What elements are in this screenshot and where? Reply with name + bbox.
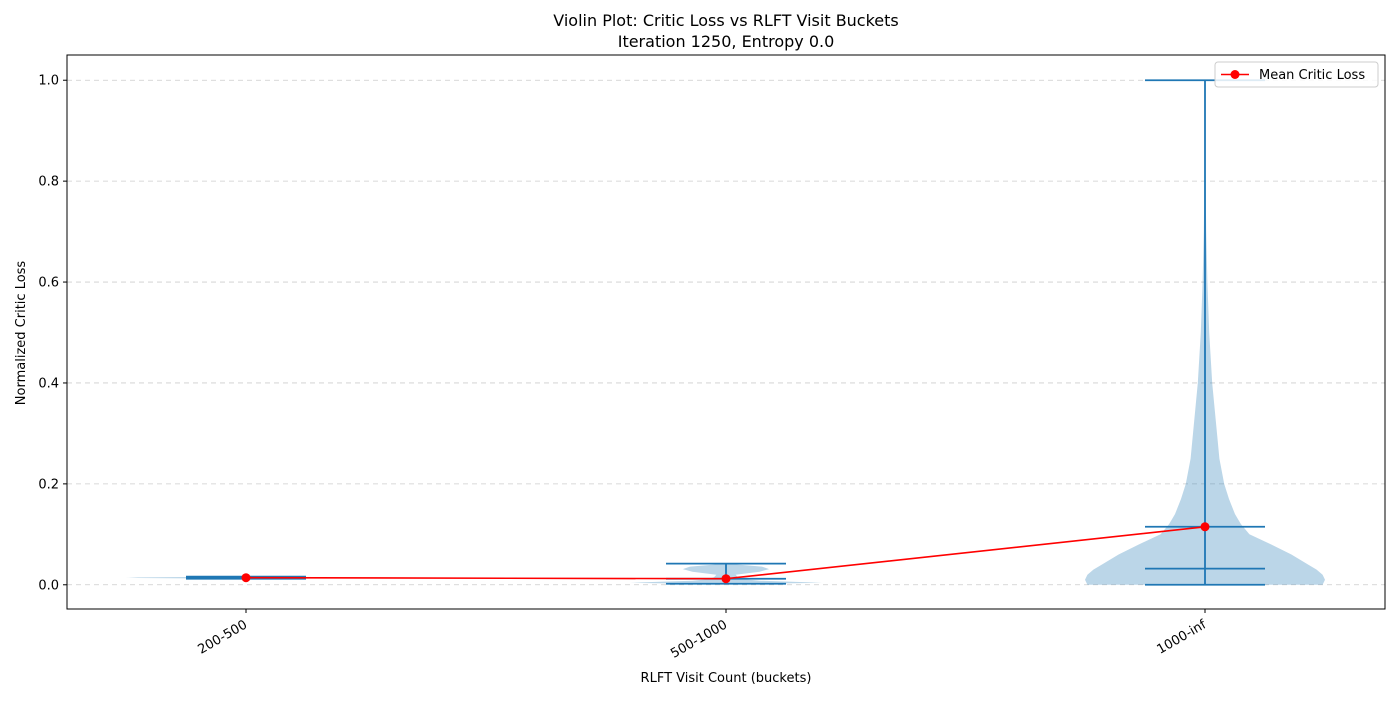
x-axis-ticks: 200-500 500-1000 1000-inf xyxy=(195,609,1209,662)
chart-subtitle: Iteration 1250, Entropy 0.0 xyxy=(618,32,835,51)
y-tick-label: 1.0 xyxy=(38,74,59,89)
y-tick-label: 0.0 xyxy=(38,578,59,593)
y-tick-label: 0.4 xyxy=(38,376,59,391)
mean-series xyxy=(241,522,1210,584)
legend-box xyxy=(1214,61,1379,88)
mean-point xyxy=(721,574,731,584)
y-axis-ticks: 0.0 0.2 0.4 0.6 0.8 1.0 xyxy=(38,74,67,593)
x-axis-label: RLFT Visit Count (buckets) xyxy=(641,671,812,686)
y-tick-label: 0.2 xyxy=(38,477,59,492)
violins xyxy=(126,80,1325,585)
chart-title: Violin Plot: Critic Loss vs RLFT Visit B… xyxy=(553,11,899,30)
x-tick-label: 200-500 xyxy=(195,617,250,657)
x-tick-label: 1000-inf xyxy=(1155,617,1210,657)
mean-point xyxy=(1200,522,1210,532)
x-tick-label: 500-1000 xyxy=(668,617,730,661)
legend-marker-swatch xyxy=(1230,70,1240,79)
legend: Mean Critic Loss xyxy=(1214,61,1379,88)
legend-label-mean-critic-loss: Mean Critic Loss xyxy=(1259,68,1365,83)
y-tick-label: 0.6 xyxy=(38,276,59,291)
mean-point xyxy=(241,573,251,583)
whiskers xyxy=(186,79,1265,586)
y-tick-label: 0.8 xyxy=(38,175,59,190)
y-axis-label: Normalized Critic Loss xyxy=(14,261,29,406)
